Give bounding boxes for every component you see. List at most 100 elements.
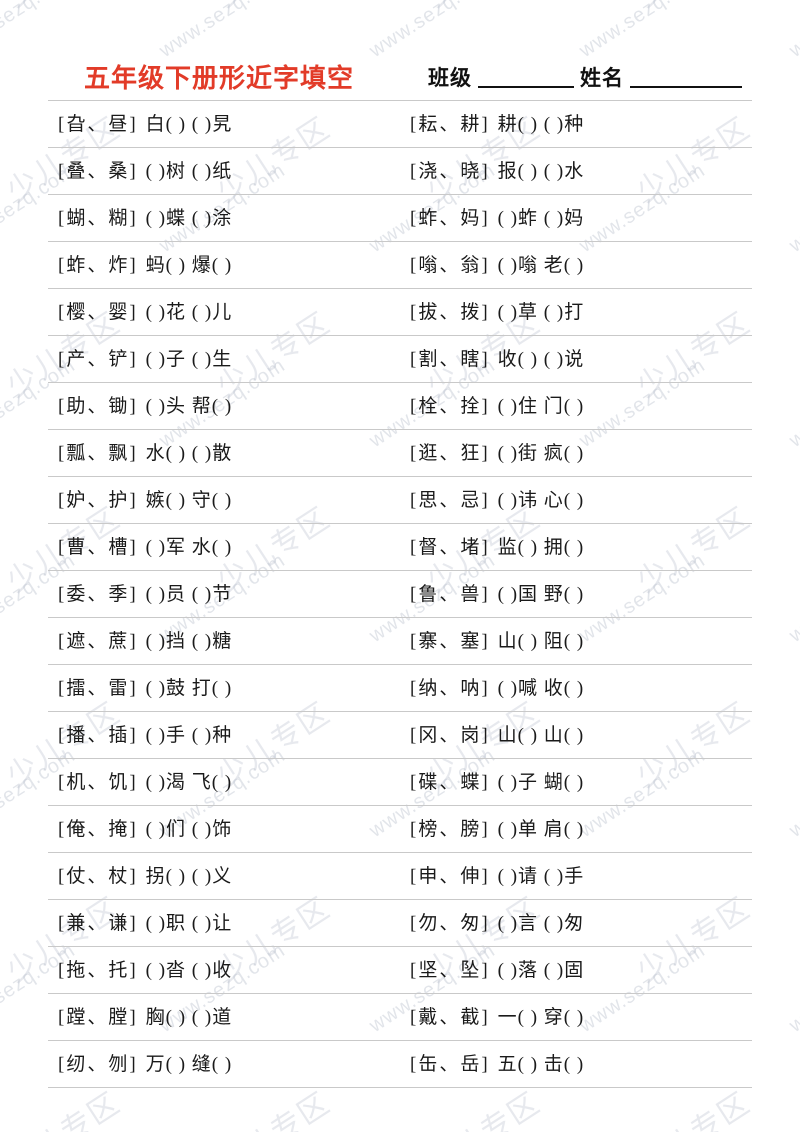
class-label: 班级 (428, 67, 472, 90)
character-pair: [蹚、膛] (58, 1006, 138, 1028)
character-pair: [助、锄] (58, 395, 138, 417)
answer-blanks[interactable]: 监( ) 拥( ) (497, 536, 585, 558)
exercise-cell-right: [逛、狂] ( )街 疯( ) (396, 430, 752, 476)
exercise-cell-right: [戴、截] 一( ) 穿( ) (396, 994, 752, 1040)
character-pair: [旮、昼] (58, 113, 138, 135)
answer-blanks[interactable]: ( )手 ( )种 (145, 724, 233, 746)
answer-blanks[interactable]: 耕( ) ( )种 (497, 113, 585, 135)
exercise-table: [旮、昼] 白( ) ( )旯 [耘、耕] 耕( ) ( )种 [叠、桑] ( )树 ( … (48, 100, 752, 1088)
character-pair: [曹、槽] (58, 536, 138, 558)
answer-blanks[interactable]: ( )挡 ( )糖 (145, 630, 233, 652)
exercise-cell-right: [缶、岳] 五( ) 击( ) (396, 1041, 752, 1087)
answer-blanks[interactable]: 山( ) 山( ) (497, 724, 585, 746)
answer-blanks[interactable]: 一( ) 穿( ) (497, 1006, 585, 1028)
character-pair: [戴、截] (410, 1006, 490, 1028)
answer-blanks[interactable]: ( )街 疯( ) (497, 442, 585, 464)
answer-blanks[interactable]: ( )渴 飞( ) (145, 771, 233, 793)
character-pair: [割、瞎] (410, 348, 490, 370)
table-row: [仗、杖] 拐( ) ( )义 [申、伸] ( )请 ( )手 (48, 853, 752, 900)
answer-blanks[interactable]: ( )喊 收( ) (497, 677, 585, 699)
table-row: [拖、托] ( )沓 ( )收 [坚、坠] ( )落 ( )固 (48, 947, 752, 994)
answer-blanks[interactable]: ( )落 ( )固 (497, 959, 585, 981)
character-pair: [蝴、糊] (58, 207, 138, 229)
table-row: [蚱、炸] 蚂( ) 爆( ) [嗡、翁] ( )嗡 老( ) (48, 242, 752, 289)
answer-blanks[interactable]: ( )花 ( )儿 (145, 301, 233, 323)
answer-blanks[interactable]: ( )军 水( ) (145, 536, 233, 558)
answer-blanks[interactable]: ( )单 肩( ) (497, 818, 585, 840)
answer-blanks[interactable]: ( )职 ( )让 (145, 912, 233, 934)
class-input[interactable] (478, 86, 574, 88)
answer-blanks[interactable]: 山( ) 阻( ) (497, 630, 585, 652)
answer-blanks[interactable]: ( )请 ( )手 (497, 865, 585, 887)
exercise-cell-left: [曹、槽] ( )军 水( ) (48, 524, 396, 570)
character-pair: [播、插] (58, 724, 138, 746)
answer-blanks[interactable]: ( )员 ( )节 (145, 583, 233, 605)
character-pair: [耘、耕] (410, 113, 490, 135)
character-pair: [栓、拴] (410, 395, 490, 417)
exercise-cell-left: [叠、桑] ( )树 ( )纸 (48, 148, 396, 194)
character-pair: [纫、刎] (58, 1053, 138, 1075)
exercise-cell-right: [寨、塞] 山( ) 阻( ) (396, 618, 752, 664)
answer-blanks[interactable]: ( )沓 ( )收 (145, 959, 233, 981)
answer-blanks[interactable]: 白( ) ( )旯 (145, 113, 233, 135)
exercise-cell-left: [瓢、飘] 水( ) ( )散 (48, 430, 396, 476)
table-row: [蝴、糊] ( )蝶 ( )涂 [蚱、妈] ( )蚱 ( )妈 (48, 195, 752, 242)
answer-blanks[interactable]: ( )嗡 老( ) (497, 254, 585, 276)
character-pair: [坚、坠] (410, 959, 490, 981)
exercise-cell-right: [思、忌] ( )讳 心( ) (396, 477, 752, 523)
answer-blanks[interactable]: ( )子 蝴( ) (497, 771, 585, 793)
exercise-cell-left: [助、锄] ( )头 帮( ) (48, 383, 396, 429)
watermark-url: www.sezq.com (785, 744, 800, 842)
character-pair: [产、铲] (58, 348, 138, 370)
answer-blanks[interactable]: 胸( ) ( )道 (145, 1006, 233, 1028)
character-pair: [浇、晓] (410, 160, 490, 182)
answer-blanks[interactable]: ( )草 ( )打 (497, 301, 585, 323)
answer-blanks[interactable]: ( )们 ( )饰 (145, 818, 233, 840)
answer-blanks[interactable]: 报( ) ( )水 (497, 160, 585, 182)
exercise-cell-right: [耘、耕] 耕( ) ( )种 (396, 101, 752, 147)
answer-blanks[interactable]: ( )鼓 打( ) (145, 677, 233, 699)
exercise-cell-right: [碟、蝶] ( )子 蝴( ) (396, 759, 752, 805)
exercise-cell-right: [督、堵] 监( ) 拥( ) (396, 524, 752, 570)
answer-blanks[interactable]: ( )住 门( ) (497, 395, 585, 417)
answer-blanks[interactable]: 收( ) ( )说 (497, 348, 585, 370)
table-row: [曹、槽] ( )军 水( ) [督、堵] 监( ) 拥( ) (48, 524, 752, 571)
exercise-cell-right: [拔、拨] ( )草 ( )打 (396, 289, 752, 335)
student-info-fields: 班级 姓名 (428, 62, 756, 92)
answer-blanks[interactable]: ( )蚱 ( )妈 (497, 207, 585, 229)
character-pair: [仗、杖] (58, 865, 138, 887)
answer-blanks[interactable]: 嫉( ) 守( ) (145, 489, 233, 511)
answer-blanks[interactable]: ( )蝶 ( )涂 (145, 207, 233, 229)
table-row: [妒、护] 嫉( ) 守( ) [思、忌] ( )讳 心( ) (48, 477, 752, 524)
answer-blanks[interactable]: 拐( ) ( )义 (145, 865, 233, 887)
character-pair: [勿、匆] (410, 912, 490, 934)
character-pair: [鲁、兽] (410, 583, 490, 605)
table-row: [蹚、膛] 胸( ) ( )道 [戴、截] 一( ) 穿( ) (48, 994, 752, 1041)
exercise-cell-right: [榜、膀] ( )单 肩( ) (396, 806, 752, 852)
name-input[interactable] (630, 86, 742, 88)
character-pair: [樱、婴] (58, 301, 138, 323)
answer-blanks[interactable]: ( )国 野( ) (497, 583, 585, 605)
answer-blanks[interactable]: ( )讳 心( ) (497, 489, 585, 511)
table-row: [旮、昼] 白( ) ( )旯 [耘、耕] 耕( ) ( )种 (48, 101, 752, 148)
table-row: [俺、掩] ( )们 ( )饰 [榜、膀] ( )单 肩( ) (48, 806, 752, 853)
exercise-cell-left: [机、饥] ( )渴 飞( ) (48, 759, 396, 805)
table-row: [兼、谦] ( )职 ( )让 [勿、匆] ( )言 ( )匆 (48, 900, 752, 947)
character-pair: [榜、膀] (410, 818, 490, 840)
answer-blanks[interactable]: 五( ) 击( ) (497, 1053, 585, 1075)
exercise-cell-right: [冈、岗] 山( ) 山( ) (396, 712, 752, 758)
answer-blanks[interactable]: ( )子 ( )生 (145, 348, 233, 370)
answer-blanks[interactable]: ( )树 ( )纸 (145, 160, 233, 182)
answer-blanks[interactable]: ( )言 ( )匆 (497, 912, 585, 934)
character-pair: [碟、蝶] (410, 771, 490, 793)
answer-blanks[interactable]: 水( ) ( )散 (145, 442, 233, 464)
answer-blanks[interactable]: ( )头 帮( ) (145, 395, 233, 417)
answer-blanks[interactable]: 蚂( ) 爆( ) (145, 254, 233, 276)
exercise-cell-right: [勿、匆] ( )言 ( )匆 (396, 900, 752, 946)
exercise-cell-left: [产、铲] ( )子 ( )生 (48, 336, 396, 382)
page-title: 五年级下册形近字填空 (84, 64, 355, 93)
table-row: [擂、雷] ( )鼓 打( ) [纳、呐] ( )喊 收( ) (48, 665, 752, 712)
answer-blanks[interactable]: 万( ) 缝( ) (145, 1053, 233, 1075)
character-pair: [申、伸] (410, 865, 490, 887)
